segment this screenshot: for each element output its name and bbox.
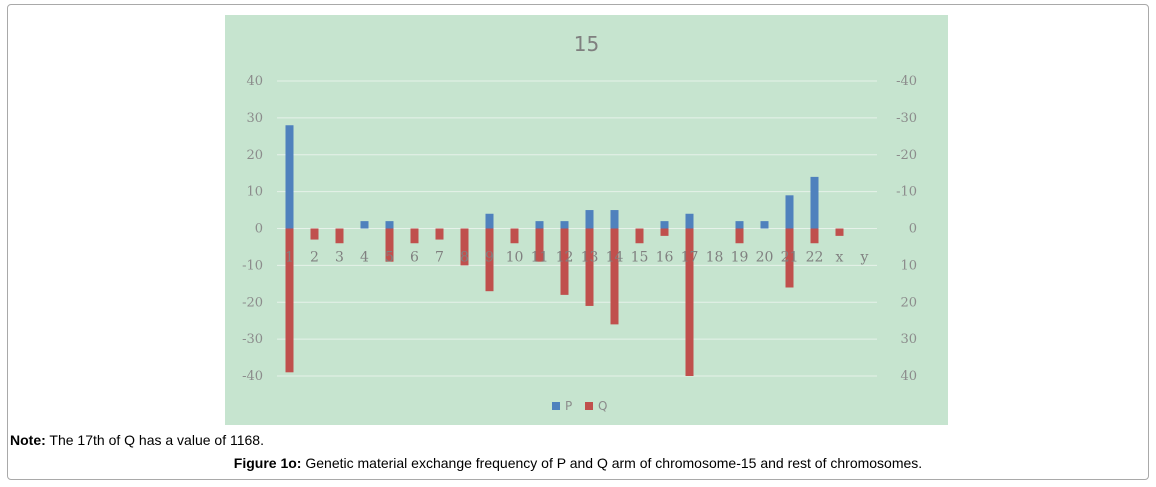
legend-label-q: Q bbox=[598, 399, 607, 413]
y-tick-label-right: 0 bbox=[909, 222, 917, 237]
x-tick-label: 12 bbox=[556, 250, 574, 266]
bar-q-5 bbox=[385, 228, 394, 262]
x-tick-label: 15 bbox=[631, 250, 649, 266]
note-label: Note: bbox=[10, 432, 46, 448]
y-tick-label-right: 30 bbox=[900, 332, 917, 347]
legend-label-p: P bbox=[565, 399, 572, 413]
y-tick-label-left: 0 bbox=[255, 222, 263, 237]
x-tick-label: 5 bbox=[385, 250, 394, 266]
y-tick-label-right: -10 bbox=[896, 185, 917, 200]
x-tick-label: 6 bbox=[410, 250, 419, 266]
figure-caption: Figure 1o: Genetic material exchange fre… bbox=[0, 455, 1156, 471]
y-tick-label-left: 40 bbox=[246, 74, 263, 89]
legend-swatch-q bbox=[585, 402, 593, 410]
caption-label: Figure 1o: bbox=[233, 455, 302, 471]
x-tick-label: 14 bbox=[606, 250, 624, 266]
bar-p-14 bbox=[610, 210, 619, 229]
bar-q-x bbox=[835, 228, 844, 236]
x-tick-label: 22 bbox=[806, 250, 824, 266]
bar-p-4 bbox=[360, 221, 369, 229]
y-tick-label-right: 40 bbox=[900, 369, 917, 384]
y-tick-label-left: -30 bbox=[242, 332, 263, 347]
caption-text: Genetic material exchange frequency of P… bbox=[301, 455, 923, 471]
y-tick-label-left: -10 bbox=[242, 258, 263, 273]
bar-q-12 bbox=[560, 228, 569, 295]
bar-q-15 bbox=[635, 228, 644, 244]
bar-q-22 bbox=[810, 228, 819, 244]
bar-q-3 bbox=[335, 228, 344, 244]
x-tick-label: 16 bbox=[656, 250, 674, 266]
x-tick-label: 7 bbox=[435, 250, 444, 266]
y-tick-label-right: -20 bbox=[896, 148, 917, 163]
bar-q-8 bbox=[460, 228, 469, 266]
figure-note: Note: The 17th of Q has a value of 1168. bbox=[10, 432, 264, 448]
bar-p-13 bbox=[585, 210, 594, 229]
x-tick-label: 18 bbox=[706, 250, 724, 266]
x-tick-label: x bbox=[836, 250, 844, 266]
x-tick-label: 11 bbox=[531, 250, 549, 266]
x-tick-label: 8 bbox=[460, 250, 469, 266]
y-tick-label-right: -30 bbox=[896, 111, 917, 126]
bar-q-16 bbox=[660, 228, 669, 236]
bar-q-13 bbox=[585, 228, 594, 306]
chart-area: 15 40 -40 30 -30 20 -20 10 -10 0 0 -10 10 -20 20 -30 30-… bbox=[225, 15, 948, 425]
bar-q-10 bbox=[510, 228, 519, 244]
y-tick-label-right: 10 bbox=[900, 258, 917, 273]
bar-q-14 bbox=[610, 228, 619, 325]
y-tick-label-left: 30 bbox=[246, 111, 263, 126]
bar-p-20 bbox=[760, 221, 769, 229]
y-tick-label-left: -40 bbox=[242, 369, 263, 384]
x-tick-label: 21 bbox=[781, 250, 799, 266]
bar-p-1 bbox=[285, 125, 294, 229]
bar-p-12 bbox=[560, 221, 569, 229]
x-tick-label: 4 bbox=[360, 250, 369, 266]
x-tick-label: y bbox=[860, 250, 869, 266]
bar-q-21 bbox=[785, 228, 794, 288]
chart-title: 15 bbox=[574, 32, 599, 56]
bar-p-11 bbox=[535, 221, 544, 229]
x-tick-label: 19 bbox=[731, 250, 749, 266]
y-tick-label-left: 20 bbox=[246, 148, 263, 163]
bar-q-19 bbox=[735, 228, 744, 244]
x-tick-label: 20 bbox=[756, 250, 774, 266]
x-tick-label: 2 bbox=[310, 250, 319, 266]
x-tick-label: 1 bbox=[285, 250, 294, 266]
bar-q-1 bbox=[285, 228, 294, 373]
x-tick-label: 10 bbox=[506, 250, 524, 266]
y-tick-label-left: 10 bbox=[246, 185, 263, 200]
bar-q-17 bbox=[685, 228, 694, 376]
bar-p-5 bbox=[385, 221, 394, 229]
bar-q-11 bbox=[535, 228, 544, 262]
y-tick-label-right: -40 bbox=[896, 74, 917, 89]
legend-swatch-p bbox=[552, 402, 560, 410]
bar-q-6 bbox=[410, 228, 419, 244]
x-tick-label: 13 bbox=[581, 250, 599, 266]
x-tick-label: 9 bbox=[485, 250, 494, 266]
x-tick-label: 17 bbox=[681, 250, 699, 266]
bar-p-21 bbox=[785, 195, 794, 229]
bar-q-9 bbox=[485, 228, 494, 292]
bar-q-7 bbox=[435, 228, 444, 240]
bar-p-16 bbox=[660, 221, 669, 229]
y-tick-label-right: 20 bbox=[900, 295, 917, 310]
x-tick-label: 3 bbox=[335, 250, 344, 266]
bar-p-9 bbox=[485, 213, 494, 229]
y-tick-label-left: -20 bbox=[242, 295, 263, 310]
bar-p-22 bbox=[810, 176, 819, 229]
bar-q-2 bbox=[310, 228, 319, 240]
bar-p-17 bbox=[685, 213, 694, 229]
note-text: The 17th of Q has a value of 1168. bbox=[45, 432, 264, 448]
bar-p-19 bbox=[735, 221, 744, 229]
